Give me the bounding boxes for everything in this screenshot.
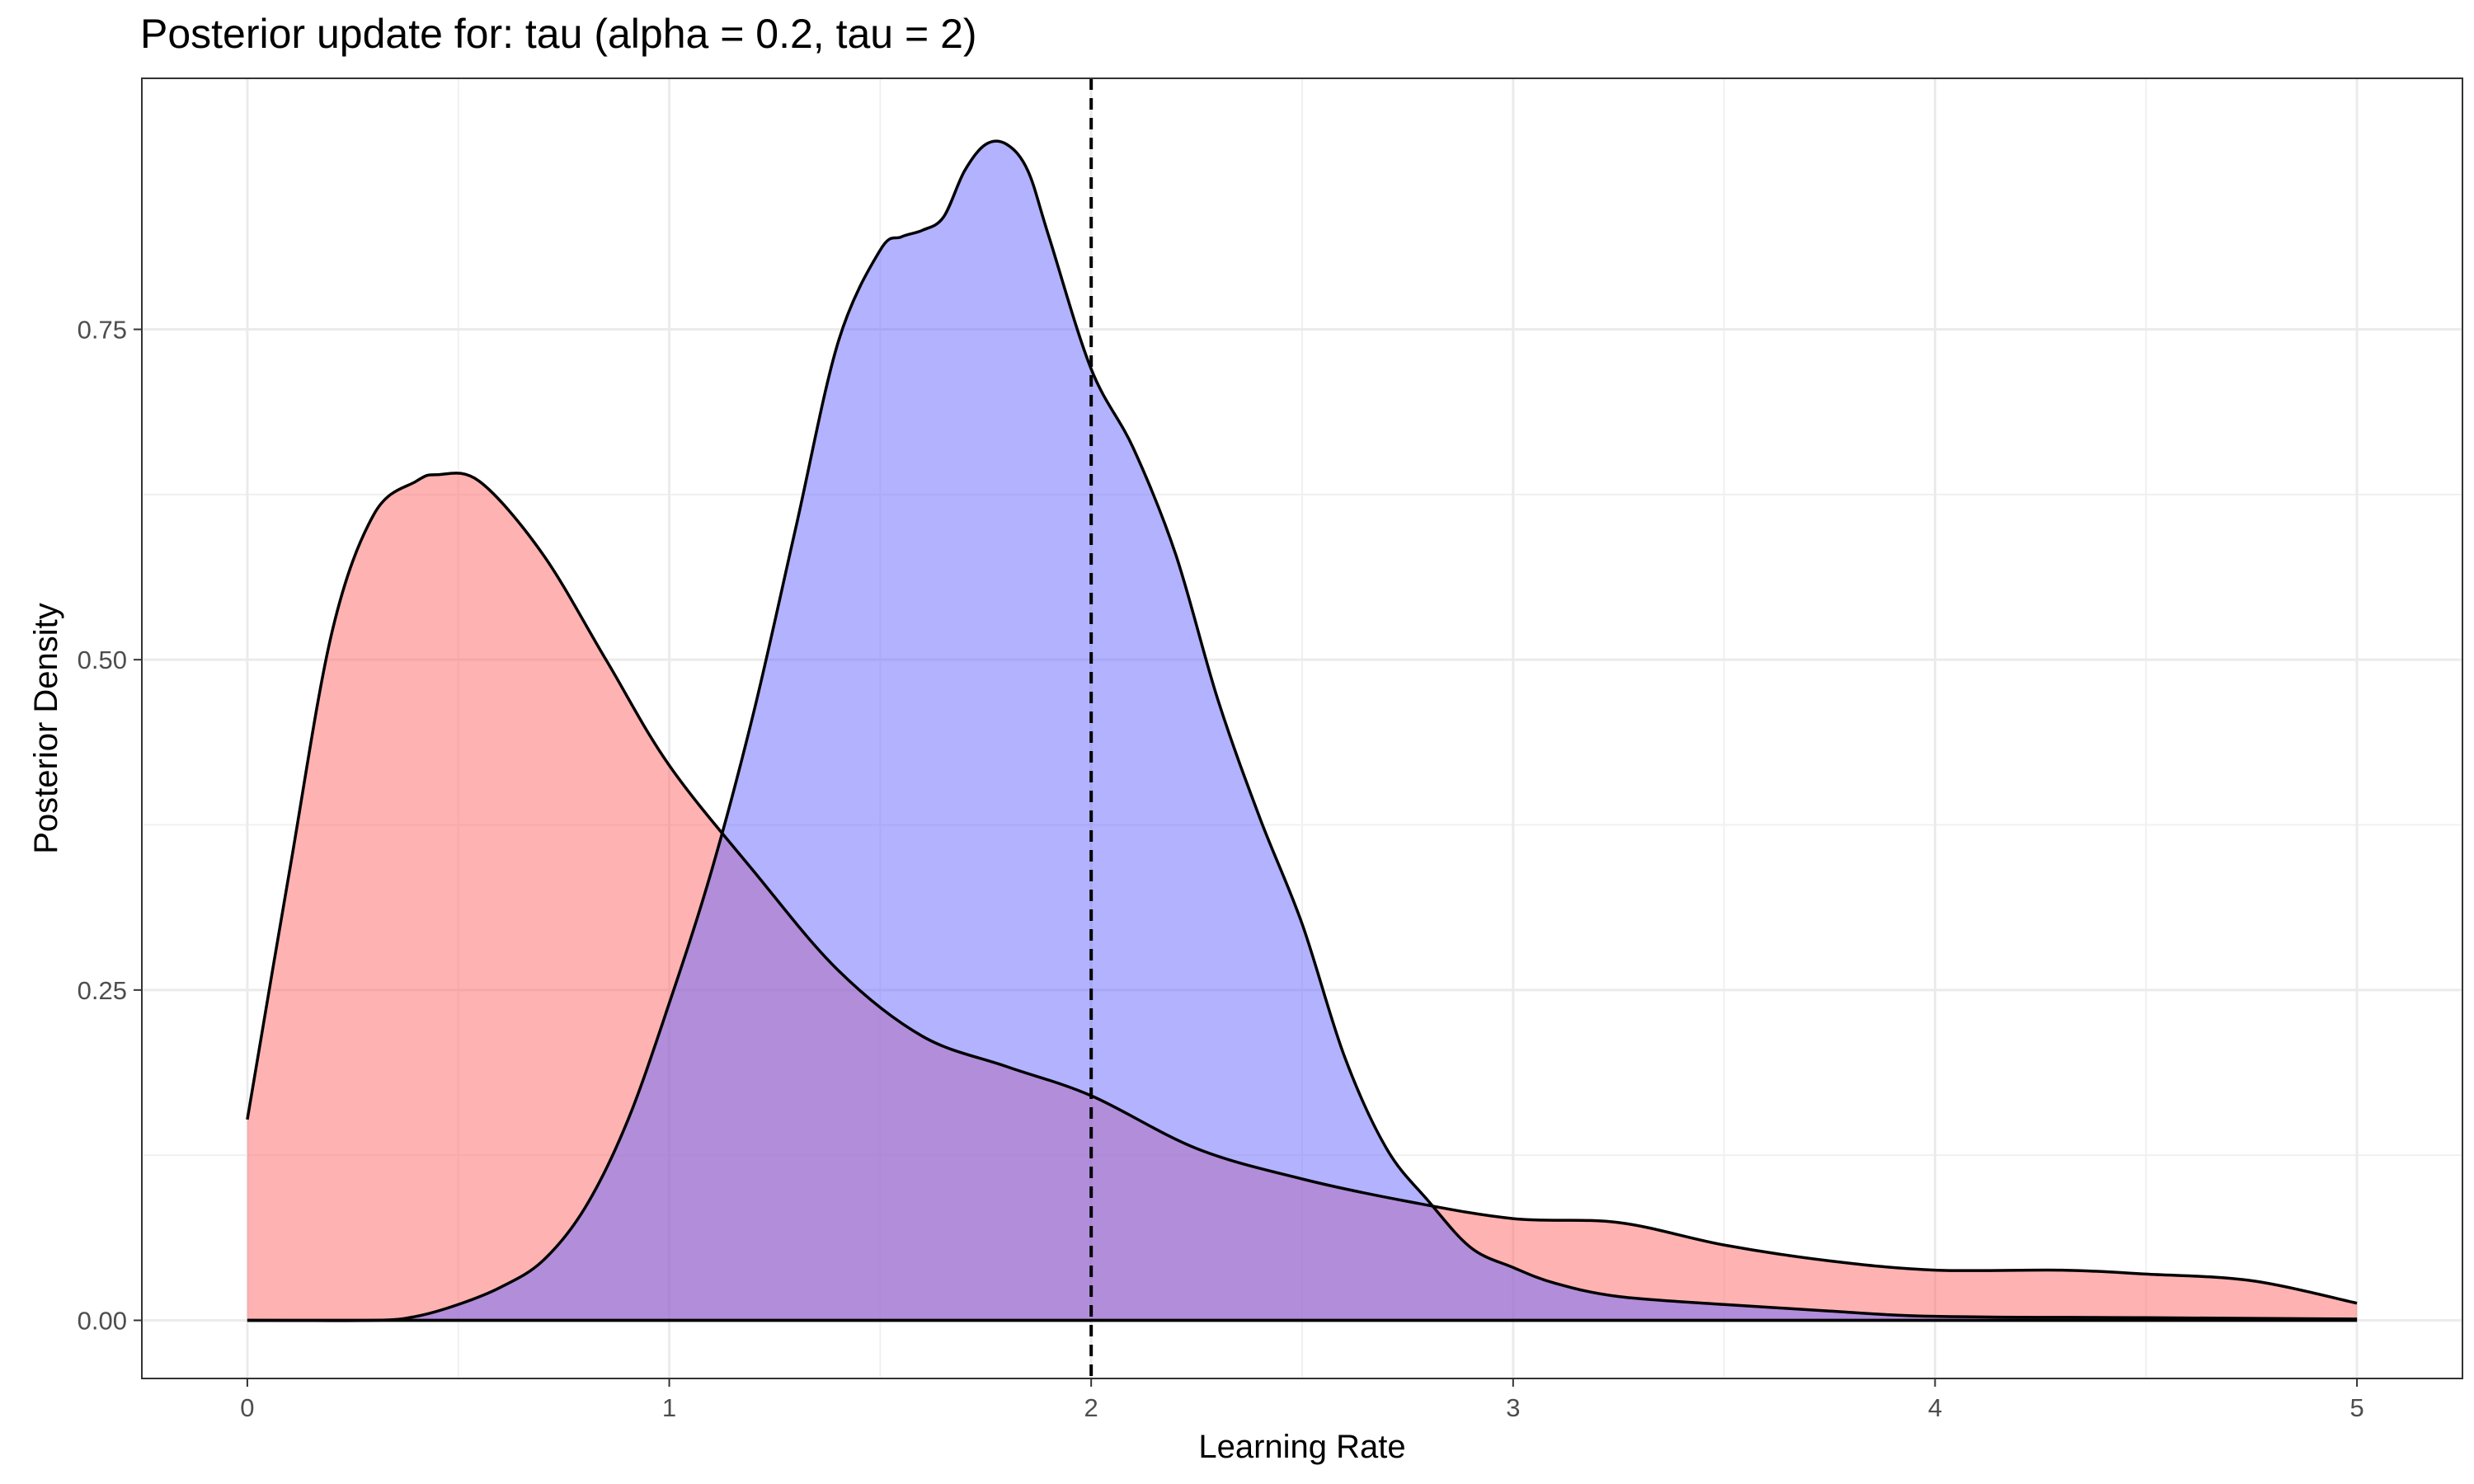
y-tick-label: 0.00 (78, 1306, 127, 1335)
density-curve-2 (247, 139, 2358, 1322)
axis-tick-labels: 0 1 2 3 4 5 0.00 0.25 0.50 0.75 (78, 316, 2364, 1422)
y-axis-title: Posterior Density (28, 603, 64, 854)
x-tick-label: 1 (662, 1393, 676, 1422)
y-tick-label: 0.75 (78, 316, 127, 345)
x-tick-label: 2 (1084, 1393, 1098, 1422)
x-tick-label: 3 (1506, 1393, 1520, 1422)
x-axis-title: Learning Rate (1198, 1429, 1405, 1465)
y-tick-label: 0.50 (78, 646, 127, 674)
x-tick-label: 5 (2349, 1393, 2363, 1422)
y-tick-label: 0.25 (78, 976, 127, 1005)
chart-title: Posterior update for: tau (alpha = 0.2, … (140, 11, 977, 57)
axis-ticks (134, 328, 2359, 1387)
density-area-2 (247, 141, 2358, 1321)
density-areas (246, 139, 2358, 1322)
panel-border (141, 77, 2463, 1379)
x-tick-label: 4 (1928, 1393, 1942, 1422)
x-tick-label: 0 (240, 1393, 254, 1422)
density-curve-1 (246, 472, 2358, 1305)
